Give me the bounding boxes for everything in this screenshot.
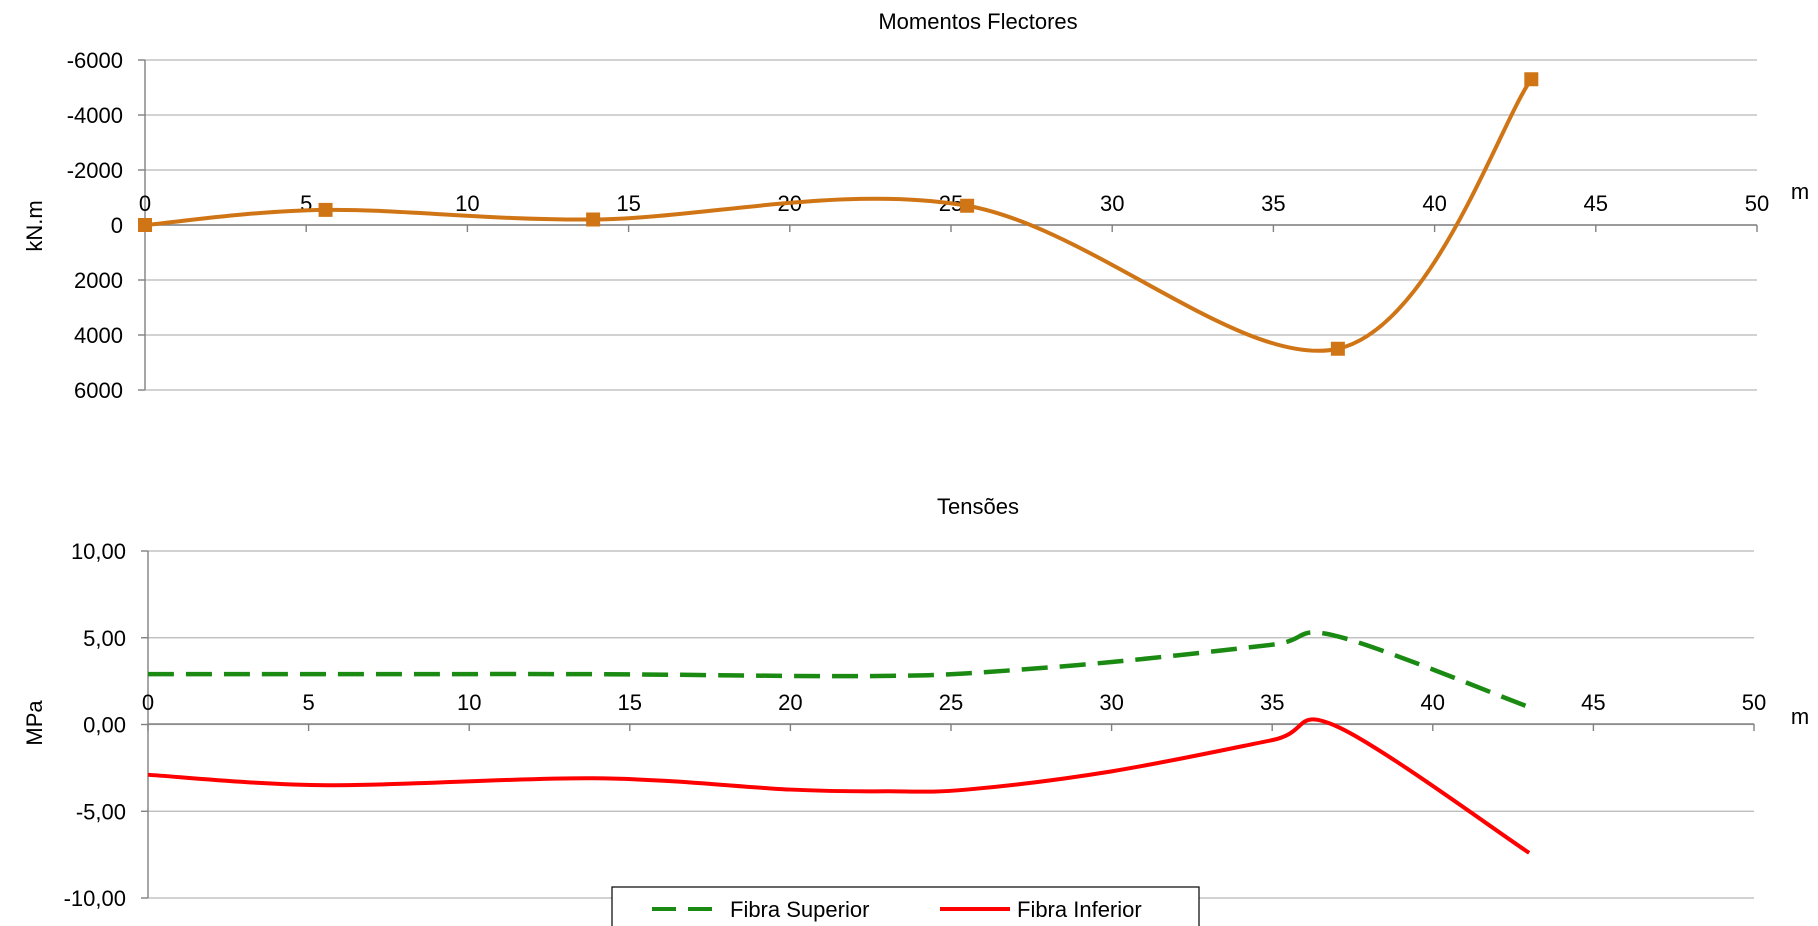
series (138, 72, 1539, 356)
x-axis-unit: m (1791, 704, 1809, 729)
data-point-marker (138, 218, 152, 232)
series (147, 630, 1531, 855)
y-tick-label: -6000 (67, 48, 123, 73)
x-tick-label: 50 (1742, 690, 1766, 715)
y-tick-labels: -6000 -4000 -2000 0 2000 4000 6000 (67, 48, 123, 403)
y-tick-label: -5,00 (76, 799, 126, 824)
legend-box (611, 886, 1200, 926)
x-tick-label: 15 (616, 191, 640, 216)
x-tick-label: 20 (778, 690, 802, 715)
x-tick-labels: 0 5 10 15 20 25 30 35 40 45 50 (142, 690, 1766, 715)
y-axis-label: kN.m (22, 200, 47, 251)
x-tick-label: 15 (618, 690, 642, 715)
x-tick-label: 35 (1261, 191, 1285, 216)
y-tick-label: 4000 (74, 323, 123, 348)
x-tick-label: 10 (457, 690, 481, 715)
series-line (144, 78, 1533, 353)
y-axis-label: MPa (22, 700, 47, 746)
data-point-marker (1330, 341, 1345, 356)
y-tick-label: 0 (111, 213, 123, 238)
data-point-marker (1524, 72, 1539, 87)
x-tick-label: 50 (1745, 191, 1769, 216)
x-tick-label: 5 (302, 690, 314, 715)
data-point-marker (960, 198, 975, 213)
series-line-fibra-inferior (147, 717, 1531, 855)
axes (141, 550, 1755, 899)
y-tick-label: -4000 (67, 103, 123, 128)
chart-title: Momentos Flectores (878, 9, 1077, 34)
y-tick-label: 0,00 (83, 713, 126, 738)
legend-label-fibra-superior: Fibra Superior (730, 897, 869, 922)
x-tick-label: 0 (139, 191, 151, 216)
stress-chart: Tensões MPa m 10,00 5,00 0,00 -5,00 -10,00 0… (22, 494, 1809, 926)
series-line-fibra-superior (147, 630, 1530, 710)
x-tick-label: 30 (1099, 690, 1123, 715)
y-tick-label: 2000 (74, 268, 123, 293)
x-tick-label: 35 (1260, 690, 1284, 715)
x-axis-unit: m (1791, 179, 1809, 204)
y-tick-label: 5,00 (83, 626, 126, 651)
data-point-marker (318, 202, 333, 217)
x-tick-label: 40 (1421, 690, 1445, 715)
bending-moment-chart: Momentos Flectores kN.m m -6000 -4000 -200… (22, 9, 1809, 403)
x-tick-label: 45 (1584, 191, 1608, 216)
legend-label-fibra-inferior: Fibra Inferior (1017, 897, 1142, 922)
y-tick-label: 10,00 (71, 539, 126, 564)
y-tick-label: -10,00 (64, 886, 126, 911)
y-tick-label: -2000 (67, 158, 123, 183)
data-point-marker (586, 212, 601, 227)
y-tick-labels: 10,00 5,00 0,00 -5,00 -10,00 (64, 539, 126, 911)
x-tick-label: 30 (1100, 191, 1124, 216)
x-tick-label: 10 (455, 191, 479, 216)
x-tick-label: 40 (1422, 191, 1446, 216)
x-tick-label: 0 (142, 690, 154, 715)
x-tick-label: 45 (1581, 690, 1605, 715)
y-tick-label: 6000 (74, 378, 123, 403)
x-tick-label: 25 (939, 690, 963, 715)
chart-title: Tensões (937, 494, 1019, 519)
legend: Fibra Superior Fibra Inferior (611, 886, 1200, 926)
